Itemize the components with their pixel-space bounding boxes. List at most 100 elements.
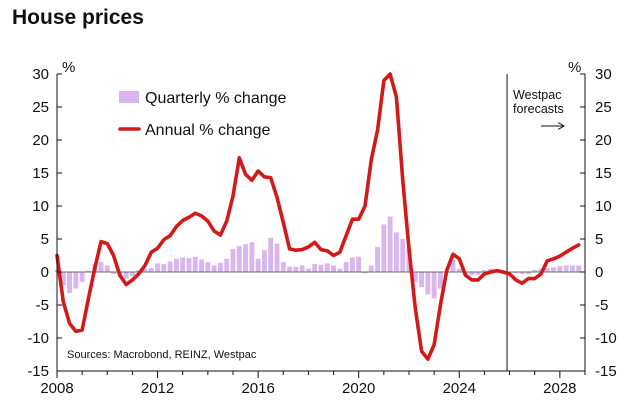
quarterly-bar — [368, 265, 374, 272]
quarterly-bar — [450, 260, 456, 272]
quarterly-bar — [525, 272, 531, 274]
left-axis: -15 -10 -5 0 5 10 15 20 25 30 — [27, 66, 62, 380]
quarterly-bar — [129, 272, 135, 276]
quarterly-bar — [287, 266, 293, 272]
quarterly-bar — [230, 248, 236, 272]
quarterly-bar — [425, 272, 431, 295]
quarterly-bar — [318, 264, 324, 272]
quarterly-bar — [148, 268, 154, 272]
quarterly-bar — [381, 224, 387, 272]
quarterly-bar — [186, 258, 192, 272]
quarterly-bar — [349, 257, 355, 272]
quarterly-bars — [54, 216, 582, 299]
quarterly-bar — [161, 264, 167, 272]
y-tick-label-right: -15 — [595, 363, 617, 380]
quarterly-bar — [356, 256, 362, 272]
y-tick-label-right: 15 — [595, 165, 612, 182]
quarterly-bar — [469, 272, 475, 276]
y-tick-label-right: -5 — [595, 297, 608, 314]
y-tick-label-right: 10 — [595, 198, 612, 215]
quarterly-bar — [576, 265, 582, 272]
forecast-arrow-icon — [541, 122, 566, 130]
quarterly-bar — [362, 272, 368, 274]
quarterly-bar — [513, 272, 519, 274]
y-tick-label-left: 25 — [32, 99, 49, 116]
quarterly-bar — [111, 272, 117, 274]
quarterly-bar — [412, 272, 418, 282]
quarterly-bar — [199, 259, 205, 272]
quarterly-bar — [268, 237, 274, 272]
y-tick-label-right: 25 — [595, 99, 612, 116]
x-tick-label: 2008 — [40, 380, 73, 397]
y-tick-label-left: -15 — [27, 363, 49, 380]
quarterly-bar — [211, 265, 217, 272]
y-tick-label-right: 5 — [595, 231, 603, 248]
quarterly-bar — [437, 272, 443, 289]
chart-title: House prices — [12, 6, 144, 29]
quarterly-bar — [532, 270, 538, 272]
y-tick-label-right: 20 — [595, 132, 612, 149]
quarterly-bar — [481, 270, 487, 272]
quarterly-bar — [337, 268, 343, 272]
quarterly-bar — [331, 265, 337, 272]
quarterly-bar — [85, 270, 91, 272]
quarterly-bar — [431, 272, 437, 299]
quarterly-bar — [255, 258, 261, 272]
legend-label-quarterly: Quarterly % change — [145, 90, 287, 107]
y-axis-unit-left: % — [62, 59, 75, 76]
quarterly-bar — [123, 272, 129, 279]
quarterly-bar — [243, 244, 249, 272]
quarterly-bar — [324, 263, 330, 272]
quarterly-bar — [180, 257, 186, 272]
x-tick-label: 2020 — [342, 380, 375, 397]
y-tick-label-left: 5 — [41, 231, 49, 248]
x-axis: 2008 2012 2016 2020 2024 2028 — [40, 370, 586, 397]
quarterly-bar — [249, 242, 255, 272]
quarterly-bar — [142, 268, 148, 272]
quarterly-bar — [167, 261, 173, 272]
quarterly-bar — [155, 263, 161, 272]
y-tick-label-left: -10 — [27, 330, 49, 347]
quarterly-bar — [280, 262, 286, 272]
x-tick-label: 2012 — [141, 380, 174, 397]
quarterly-bar — [312, 264, 318, 272]
quarterly-bar — [299, 265, 305, 272]
y-tick-label-left: 20 — [32, 132, 49, 149]
quarterly-bar — [400, 239, 406, 272]
quarterly-bar — [293, 266, 299, 272]
quarterly-bar — [173, 258, 179, 272]
quarterly-bar — [261, 250, 267, 272]
y-axis-unit-right: % — [568, 59, 581, 76]
quarterly-bar — [236, 246, 242, 272]
quarterly-bar — [305, 268, 311, 272]
quarterly-bar — [393, 232, 399, 272]
quarterly-bar — [419, 272, 425, 288]
quarterly-bar — [544, 268, 550, 272]
quarterly-bar — [73, 272, 79, 289]
quarterly-bar — [519, 272, 525, 274]
x-tick-label: 2024 — [443, 380, 476, 397]
quarterly-bar — [192, 256, 198, 272]
quarterly-bar — [475, 272, 481, 275]
quarterly-bar — [551, 267, 557, 272]
y-tick-label-left: 15 — [32, 165, 49, 182]
source-note: Sources: Macrobond, REINZ, Westpac — [67, 349, 257, 361]
y-tick-label-right: 0 — [595, 264, 603, 281]
annual-change-line — [55, 72, 581, 361]
forecast-arrow-head — [557, 122, 566, 130]
right-axis: -15 -10 -5 0 5 10 15 20 25 30 — [580, 66, 617, 380]
quarterly-bar — [387, 216, 393, 272]
forecast-label-line1: Westpac — [513, 88, 561, 102]
legend: Quarterly % change Annual % change — [118, 90, 287, 139]
quarterly-bar — [375, 246, 381, 272]
y-tick-label-right: -10 — [595, 330, 617, 347]
legend-label-annual: Annual % change — [145, 122, 271, 139]
quarterly-bar — [67, 272, 73, 294]
quarterly-bar — [217, 262, 223, 272]
y-tick-label-left: 10 — [32, 198, 49, 215]
quarterly-bar — [224, 258, 230, 272]
quarterly-bar — [563, 265, 569, 272]
quarterly-bar — [104, 265, 110, 272]
y-tick-label-right: 30 — [595, 66, 612, 83]
